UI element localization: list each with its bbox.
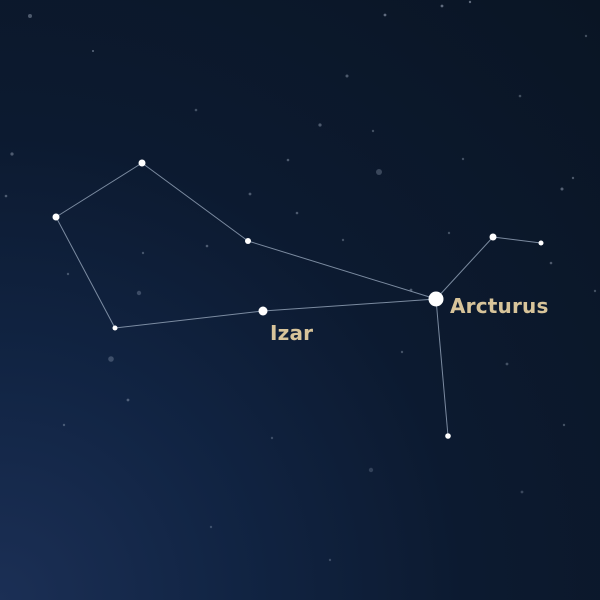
background-star [205,244,209,248]
constellation-line [114,310,264,329]
constellation-lines [55,162,542,437]
constellation-line [435,236,494,300]
background-star [126,398,130,402]
background-star [518,94,522,98]
background-star [447,231,451,235]
star [52,213,60,221]
background-star [461,157,465,161]
star [112,325,118,331]
background-star [286,158,290,162]
background-star [209,525,213,529]
background-star [92,50,94,52]
star [245,238,251,244]
arcturus-label: Arcturus [450,294,549,318]
background-star [468,0,472,4]
background-star [345,74,349,78]
izar-label: Izar [270,321,314,345]
background-star [328,558,332,562]
background-star [4,194,8,198]
background-star [571,176,575,180]
background-star [295,211,299,215]
background-star [376,169,382,175]
background-star [136,290,142,296]
background-stars [4,0,597,562]
star [489,233,497,241]
background-star [440,4,444,8]
star [138,159,146,167]
constellation-line [55,162,143,218]
constellation-line [262,298,437,312]
background-star [562,423,566,427]
background-star [560,187,564,191]
constellation-line [435,298,449,437]
background-star [141,251,145,255]
star-izar [258,306,268,316]
background-star [593,289,597,293]
constellation-stars [52,159,544,439]
background-star [368,467,374,473]
background-star [371,129,375,133]
background-star [248,192,252,196]
constellation-line [141,162,249,242]
background-star [341,238,345,242]
background-star [28,14,32,18]
constellation-line [55,216,116,329]
background-star [400,350,404,354]
background-star [66,272,70,276]
star [445,433,451,439]
background-star [194,108,198,112]
constellation-line [247,240,437,300]
constellation-line [492,236,542,244]
background-star [10,152,14,156]
background-star [270,436,274,440]
background-star [520,490,524,494]
background-star [318,123,322,127]
background-star [62,423,66,427]
background-star [505,362,509,366]
background-star [383,13,387,17]
background-star [584,34,588,38]
star [538,240,544,246]
star-arcturus [428,291,444,307]
background-star [108,356,114,362]
background-star [549,261,553,265]
